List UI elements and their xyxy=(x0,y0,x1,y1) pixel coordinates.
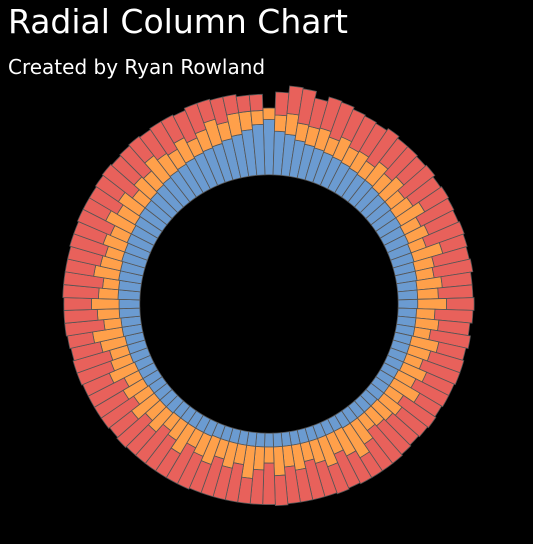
bar-segment-100-series-2[interactable] xyxy=(250,110,264,126)
bar-segment-51-series-3[interactable] xyxy=(262,462,276,505)
bar-segment-71-series-3[interactable] xyxy=(72,349,114,374)
bar-segment-6-series-3[interactable] xyxy=(319,96,343,133)
bar-segment-75-series-2[interactable] xyxy=(96,308,121,321)
bar-segment-76-series-2[interactable] xyxy=(91,298,120,310)
bar-segment-45-series-3[interactable] xyxy=(327,462,350,495)
chart-subtitle: Created by Ryan Rowland xyxy=(8,55,266,79)
bar-segment-51-series-2[interactable] xyxy=(263,446,275,464)
bar-segment-26-series-1[interactable] xyxy=(397,298,419,310)
bar-segment-21-series-3[interactable] xyxy=(438,233,468,254)
bar-segment-75-series-1[interactable] xyxy=(118,307,141,319)
bar-segment-34-series-3[interactable] xyxy=(410,378,450,408)
bar-segment-76-series-3[interactable] xyxy=(63,297,92,311)
bar-segment-20-series-3[interactable] xyxy=(421,221,465,248)
bar-segment-96-series-3[interactable] xyxy=(196,98,216,124)
bar-segment-43-series-3[interactable] xyxy=(345,450,373,485)
bar-segment-51-series-1[interactable] xyxy=(264,432,274,448)
bar-segment-3-series-3[interactable] xyxy=(286,85,304,116)
bar-segment-4-series-3[interactable] xyxy=(297,88,317,126)
bar-segment-90-series-3[interactable] xyxy=(128,135,155,164)
bar-segment-25-series-1[interactable] xyxy=(397,289,419,301)
bar-segment-27-series-3[interactable] xyxy=(433,308,474,324)
bar-segment-13-series-3[interactable] xyxy=(383,146,418,182)
bar-segment-26-series-2[interactable] xyxy=(417,298,447,310)
bar-segment-87-series-3[interactable] xyxy=(101,163,140,199)
bar-segment-64-series-3[interactable] xyxy=(116,412,153,449)
bar-segment-100-series-3[interactable] xyxy=(248,93,264,112)
bar-segment-99-series-3[interactable] xyxy=(235,94,252,114)
bar-segment-50-series-3[interactable] xyxy=(273,474,289,507)
bar-segment-7-series-3[interactable] xyxy=(328,101,355,142)
bar-segment-17-series-3[interactable] xyxy=(418,186,450,213)
bar-segment-98-series-3[interactable] xyxy=(222,94,240,116)
bar-segment-9-series-3[interactable] xyxy=(348,115,377,153)
bar-segment-36-series-3[interactable] xyxy=(396,394,437,429)
bar-segment-15-series-3[interactable] xyxy=(397,164,436,200)
bar-segment-11-series-3[interactable] xyxy=(365,128,400,168)
chart-title: Radial Column Chart xyxy=(8,2,348,41)
bar-segment-99-series-2[interactable] xyxy=(238,110,253,132)
bar-segment-8-series-3[interactable] xyxy=(340,108,366,143)
bar-segment-37-series-3[interactable] xyxy=(394,406,429,438)
bar-segment-1-series-2[interactable] xyxy=(262,107,276,121)
bar-segment-25-series-2[interactable] xyxy=(416,287,439,300)
bar-segment-93-series-3[interactable] xyxy=(160,114,185,144)
bar-segment-26-series-3[interactable] xyxy=(446,297,475,311)
bar-segment-49-series-1[interactable] xyxy=(280,431,292,447)
bar-segment-32-series-3[interactable] xyxy=(418,358,461,386)
bar-segment-29-series-3[interactable] xyxy=(428,329,471,349)
bar-segment-2-series-2[interactable] xyxy=(274,114,288,133)
bar-segment-76-series-1[interactable] xyxy=(118,298,141,310)
bar-segment-18-series-3[interactable] xyxy=(415,197,455,228)
bar-segment-50-series-1[interactable] xyxy=(272,432,283,448)
